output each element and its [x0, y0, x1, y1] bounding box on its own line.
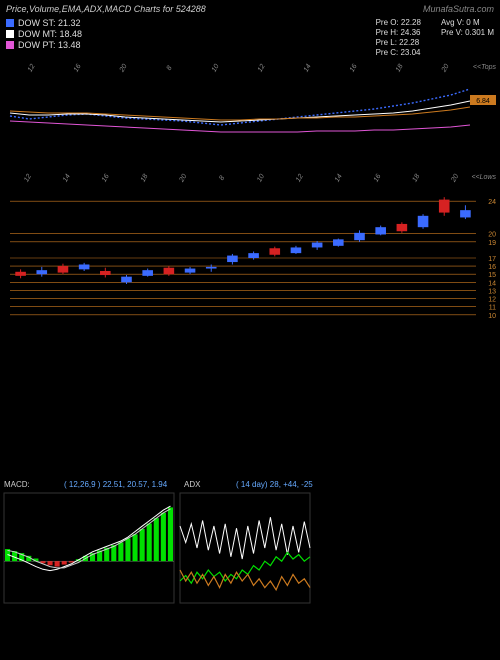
svg-text:11: 11 — [489, 305, 496, 312]
swatch-pt — [6, 41, 14, 49]
legend-dow-mt: DOW MT: 18.48 — [6, 29, 82, 39]
swatch-st — [6, 19, 14, 27]
svg-text:14: 14 — [303, 63, 313, 73]
svg-text:20: 20 — [488, 232, 496, 239]
svg-text:10: 10 — [211, 63, 221, 73]
svg-text:18: 18 — [411, 173, 421, 183]
svg-text:14: 14 — [334, 173, 344, 183]
legend-dow-pt: DOW PT: 13.48 — [6, 40, 82, 50]
volume-info: Avg V: 0 MPre V: 0.301 M — [441, 18, 494, 57]
svg-text:MACD:: MACD: — [4, 480, 30, 489]
svg-text:14: 14 — [62, 173, 72, 183]
ema-chart: 12 16 20 8 10 12 14 16 18 20 <<Tops 6.84 — [0, 57, 500, 167]
legend-row: DOW ST: 21.32 DOW MT: 18.48 DOW PT: 13.4… — [0, 18, 500, 57]
indicator-row: MACD: ( 12,26,9 ) 22.51, 20.57, 1.94 ADX ( … — [0, 477, 500, 607]
chart-title: Price,Volume,EMA,ADX,MACD Charts for 524… — [6, 4, 206, 14]
svg-text:19: 19 — [488, 240, 496, 247]
svg-text:10: 10 — [256, 173, 266, 183]
chart-header: Price,Volume,EMA,ADX,MACD Charts for 524… — [0, 0, 500, 18]
svg-text:20: 20 — [118, 63, 129, 74]
swatch-mt — [6, 30, 14, 38]
svg-text:<<Lows: <<Lows — [471, 174, 496, 181]
svg-text:ADX: ADX — [184, 480, 201, 489]
svg-text:8: 8 — [218, 175, 226, 182]
legend-dow-st: DOW ST: 21.32 — [6, 18, 82, 28]
svg-text:16: 16 — [349, 63, 359, 73]
svg-text:12: 12 — [257, 63, 267, 73]
svg-text:8: 8 — [166, 65, 174, 72]
svg-text:18: 18 — [395, 63, 405, 73]
svg-text:24: 24 — [488, 199, 496, 206]
svg-text:12: 12 — [27, 63, 37, 73]
ohlc-info: Pre O: 22.28Pre H: 24.36Pre L: 22.28Pre … — [376, 18, 421, 57]
svg-text:16: 16 — [101, 173, 111, 183]
svg-text:10: 10 — [488, 313, 496, 320]
svg-text:( 14 day) 28, +44, -25: ( 14 day) 28, +44, -25 — [236, 480, 313, 489]
svg-text:12: 12 — [488, 297, 496, 304]
svg-text:12: 12 — [295, 173, 305, 183]
svg-text:16: 16 — [488, 264, 496, 271]
svg-text:16: 16 — [373, 173, 383, 183]
svg-text:17: 17 — [488, 256, 496, 263]
svg-text:14: 14 — [488, 280, 496, 287]
svg-text:20: 20 — [440, 63, 451, 74]
svg-text:18: 18 — [140, 173, 150, 183]
svg-text:13: 13 — [488, 288, 496, 295]
svg-text:20: 20 — [450, 173, 461, 184]
svg-text:15: 15 — [488, 272, 496, 279]
svg-text:12: 12 — [23, 173, 33, 183]
dow-legend: DOW ST: 21.32 DOW MT: 18.48 DOW PT: 13.4… — [6, 18, 82, 57]
source-label: MunafaSutra.com — [423, 4, 494, 14]
svg-text:<<Tops: <<Tops — [473, 64, 497, 71]
svg-text:6.84: 6.84 — [476, 98, 490, 105]
svg-text:20: 20 — [178, 173, 189, 184]
candle-chart: 12141618208101214161820<<Lows24201917161… — [0, 167, 500, 337]
svg-text:16: 16 — [73, 63, 83, 73]
svg-text:( 12,26,9 ) 22.51, 20.57, 1.9: ( 12,26,9 ) 22.51, 20.57, 1.94 — [64, 480, 168, 489]
